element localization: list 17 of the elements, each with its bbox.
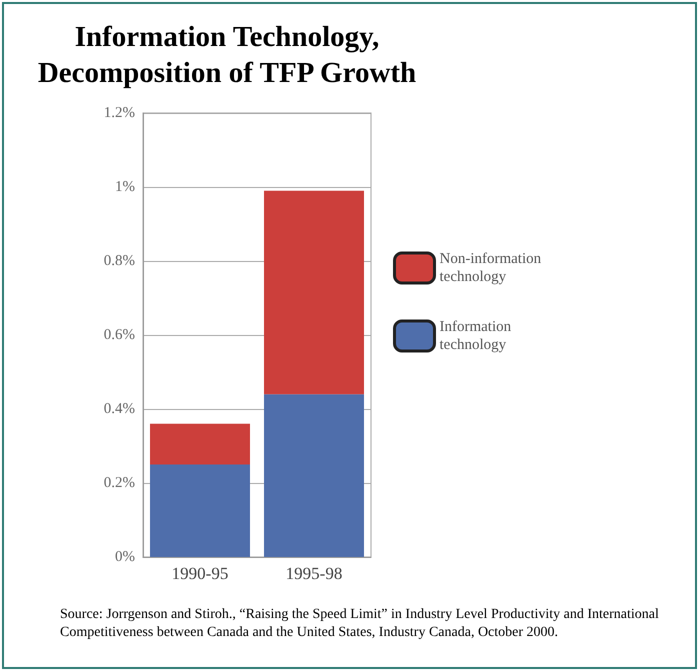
bar [150,464,250,557]
legend-label: Information technology [440,319,515,353]
source-note: Source: Jorrgenson and Stiroh., “Raising the Speed Limit” in Industry Level Productivity and International Competitiveness between Canada and the United States, Industry Canada, October 2000. [60,606,660,642]
y-tick-label: 0.2% [104,475,135,491]
y-tick-label: 0.4% [104,401,135,417]
y-tick-label: 0.8% [104,253,135,269]
x-tick-label: 1995-98 [286,564,342,583]
y-tick-label: 0% [115,549,135,565]
bar [150,424,250,464]
x-tick-label: 1990-95 [172,564,228,583]
y-tick-label: 1% [115,179,135,195]
y-tick-label: 1.2% [104,105,135,121]
y-tick-label: 0.6% [104,327,135,343]
bar [264,394,364,557]
chart-title: Information Technology, Decomposition of TFP Growth [38,21,416,89]
legend-label: Non-information technology [440,251,545,285]
bar [264,190,364,394]
